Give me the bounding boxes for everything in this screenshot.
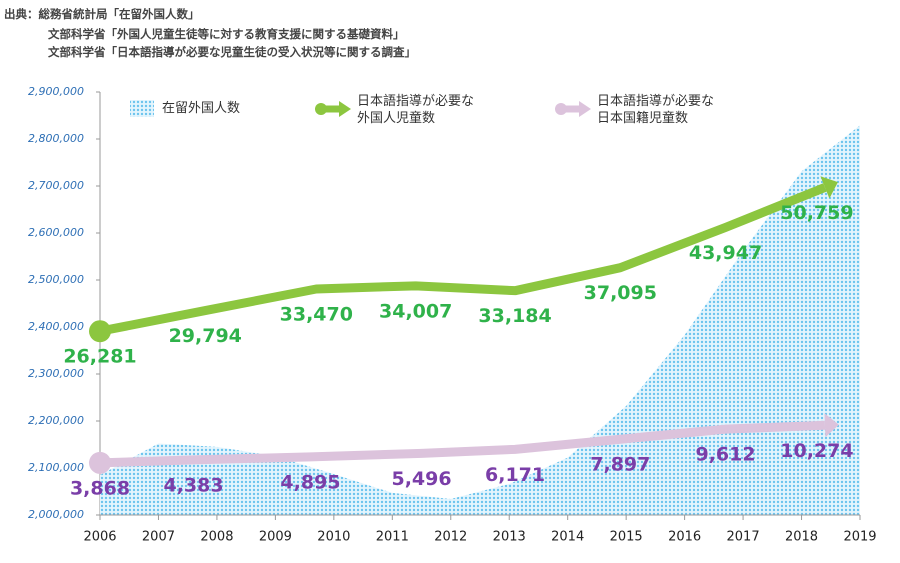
source-note: 出典：総務省統計局「在留外国人数」 [4, 7, 200, 21]
start-marker [89, 320, 111, 343]
value-label: 37,095 [584, 282, 657, 304]
x-tick-label: 2015 [610, 530, 643, 545]
x-tick-label: 2006 [83, 530, 116, 545]
value-label: 6,171 [485, 464, 545, 486]
value-label: 4,383 [163, 474, 223, 496]
y-tick-label: 2,200,000 [28, 414, 84, 427]
value-label: 50,759 [780, 202, 853, 224]
arrow-head [824, 413, 839, 438]
value-label: 29,794 [169, 325, 242, 347]
x-tick-label: 2017 [727, 530, 760, 545]
legend-label: 日本語指導が必要な外国人児童数 [357, 94, 475, 126]
legend-swatch [339, 101, 351, 117]
legend-swatch [315, 103, 327, 115]
y-tick-label: 2,400,000 [28, 320, 84, 333]
value-label: 5,496 [391, 468, 451, 490]
legend-label: 日本語指導が必要な日本国籍児童数 [597, 94, 715, 126]
source-note: 文部科学省「日本語指導が必要な児童生徒の受入状況等に関する調査」 [48, 45, 416, 59]
value-label: 26,281 [63, 346, 136, 368]
x-tick-label: 2012 [434, 530, 467, 545]
y-tick-label: 2,000,000 [28, 508, 84, 521]
x-tick-label: 2010 [317, 530, 350, 545]
x-tick-label: 2019 [843, 530, 876, 545]
value-label: 10,274 [780, 440, 853, 462]
value-label: 9,612 [695, 444, 755, 466]
x-tick-label: 2008 [200, 530, 233, 545]
arrow-line [99, 183, 827, 336]
legend-swatch [555, 103, 567, 115]
x-tick-label: 2016 [668, 530, 701, 545]
x-tick-label: 2011 [376, 530, 409, 545]
y-tick-label: 2,800,000 [28, 132, 84, 145]
value-label: 3,868 [70, 477, 130, 499]
area [100, 125, 860, 516]
arrow-line [99, 420, 826, 468]
y-tick-label: 2,700,000 [28, 179, 84, 192]
x-tick-label: 2013 [493, 530, 526, 545]
x-tick-label: 2014 [551, 530, 584, 545]
value-label: 33,184 [478, 305, 551, 327]
arrow-head [820, 176, 838, 199]
x-tick-label: 2007 [142, 530, 175, 545]
y-tick-label: 2,100,000 [28, 461, 84, 474]
legend-label: 在留外国人数 [162, 101, 241, 116]
value-label: 33,470 [280, 303, 353, 325]
legend-swatch [130, 100, 154, 117]
legend-swatch [579, 101, 591, 117]
x-tick-label: 2018 [785, 530, 818, 545]
x-tick-label: 2009 [259, 530, 292, 545]
source-note: 文部科学省「外国人児童生徒等に対する教育支援に関する基礎資料」 [48, 27, 405, 41]
y-tick-label: 2,600,000 [28, 226, 84, 239]
y-tick-label: 2,300,000 [28, 367, 84, 380]
y-tick-label: 2,900,000 [28, 85, 84, 98]
value-label: 4,895 [280, 471, 340, 493]
start-marker [89, 451, 111, 474]
value-label: 7,897 [590, 454, 650, 476]
value-label: 34,007 [379, 300, 452, 322]
value-label: 43,947 [689, 242, 762, 264]
y-tick-label: 2,500,000 [28, 273, 84, 286]
